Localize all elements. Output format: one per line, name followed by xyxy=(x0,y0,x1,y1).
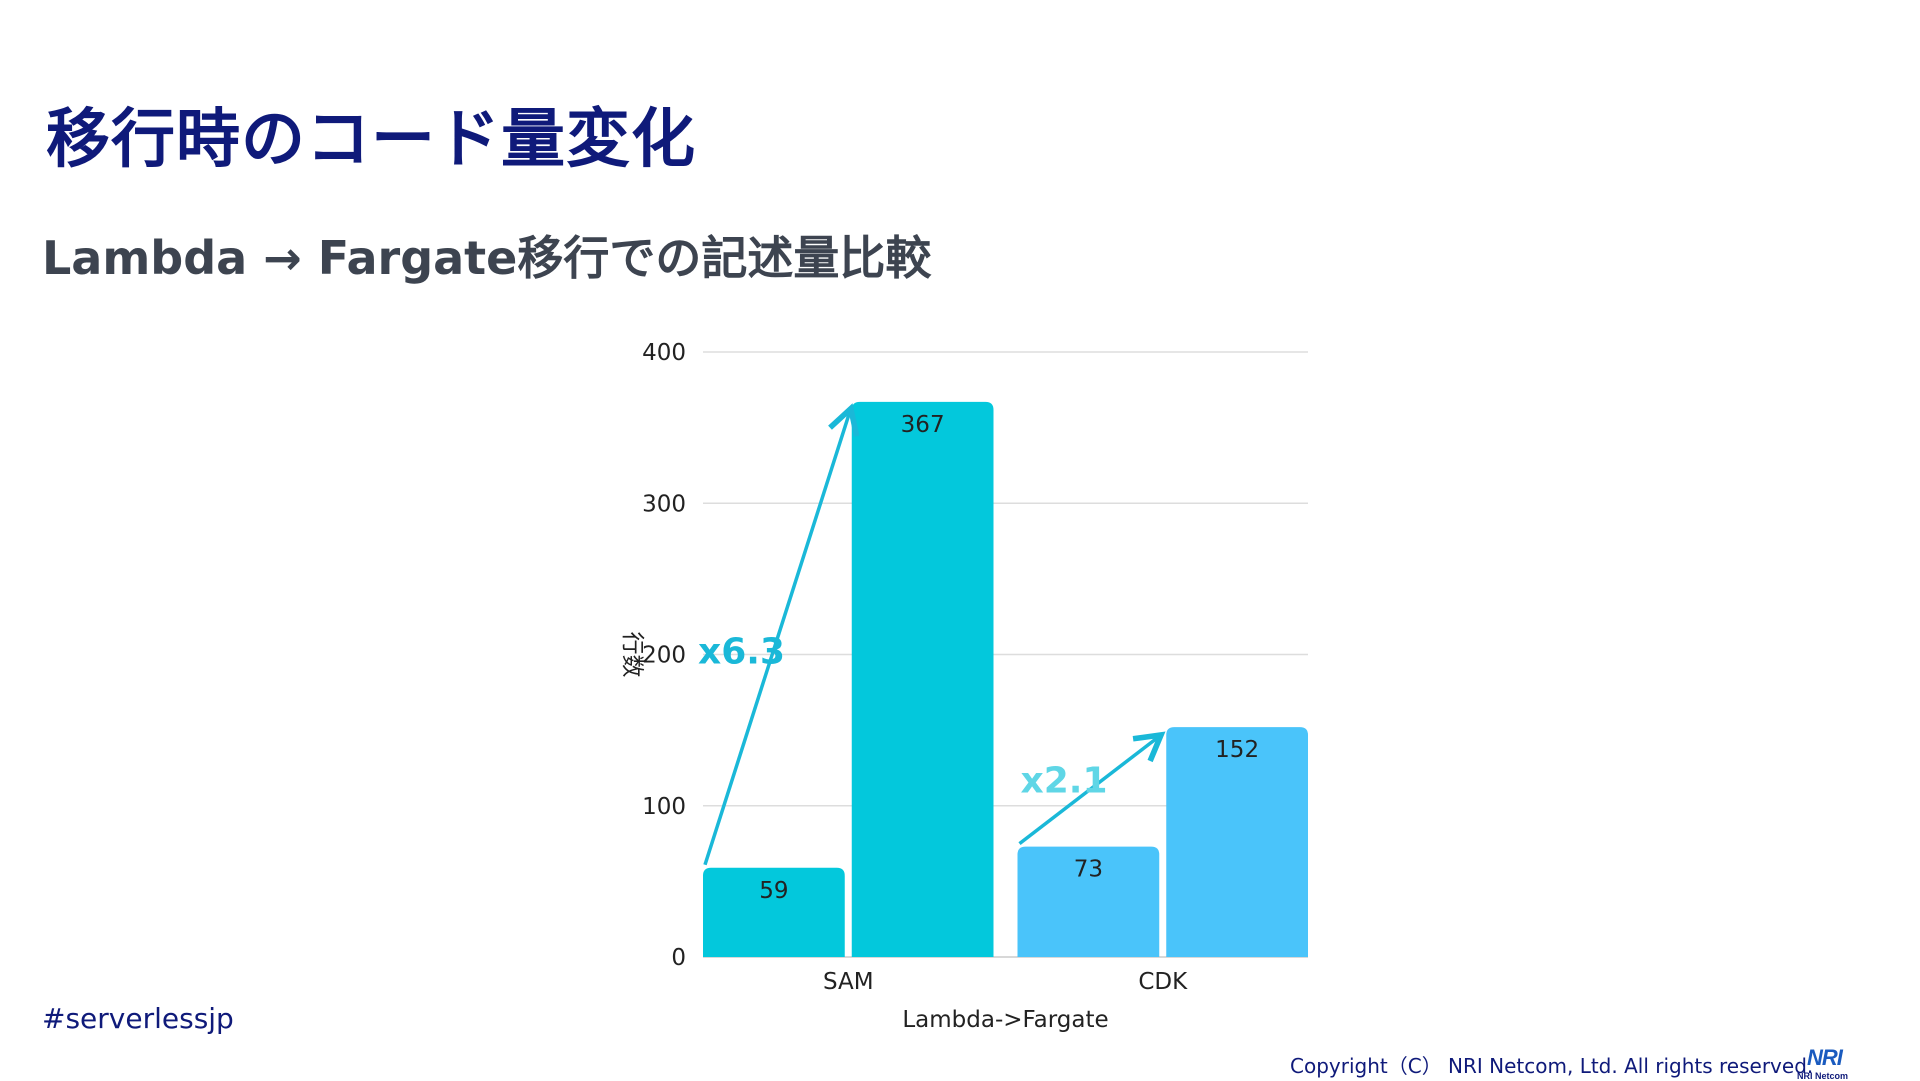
y-tick-label: 400 xyxy=(642,340,686,366)
bar-sam-1 xyxy=(703,867,845,957)
data-label: 59 xyxy=(759,878,788,904)
hashtag: #serverlessjp xyxy=(42,1002,234,1035)
growth-arrow-sam xyxy=(703,403,860,866)
growth-label-sam: x6.3 xyxy=(698,631,785,672)
copyright-text: Copyright（C） NRI Netcom, Ltd. All rights… xyxy=(1290,1054,1814,1078)
growth-label-cdk: x2.1 xyxy=(1021,760,1108,801)
x-tick-label: SAM xyxy=(823,969,874,995)
nri-netcom-logo: NRI NRI Netcom xyxy=(1797,1045,1857,1081)
x-tick-label: CDK xyxy=(1138,969,1188,995)
logo-text: NRI Netcom xyxy=(1797,1071,1849,1081)
bar-sam-2 xyxy=(851,401,994,958)
y-tick-label: 200 xyxy=(642,643,686,669)
slide-title: 移行時のコード量変化 xyxy=(46,103,696,177)
bar-cdk-2 xyxy=(1166,727,1308,957)
logo-mark: NRI xyxy=(1807,1045,1843,1070)
data-label: 73 xyxy=(1074,857,1103,883)
bar-cdk-1 xyxy=(1017,846,1160,957)
growth-arrows: x6.3 x2.1 xyxy=(698,403,1166,866)
growth-arrow-cdk xyxy=(1018,731,1166,845)
x-axis-title: Lambda->Fargate xyxy=(902,1007,1108,1033)
data-label: 367 xyxy=(901,412,945,438)
slide-subtitle: Lambda → Fargate移行での記述量比較 xyxy=(42,231,932,285)
y-tick-label: 300 xyxy=(642,491,686,517)
labels: 0 100 200 300 400 59 367 SAM 73 152 CDK Lambda->Far… xyxy=(619,340,1259,1033)
data-label: 152 xyxy=(1215,737,1259,763)
y-axis-title: 行数 xyxy=(619,632,645,678)
bars xyxy=(703,401,1308,958)
y-tick-label: 100 xyxy=(642,794,686,820)
y-tick-label: 0 xyxy=(671,945,686,971)
